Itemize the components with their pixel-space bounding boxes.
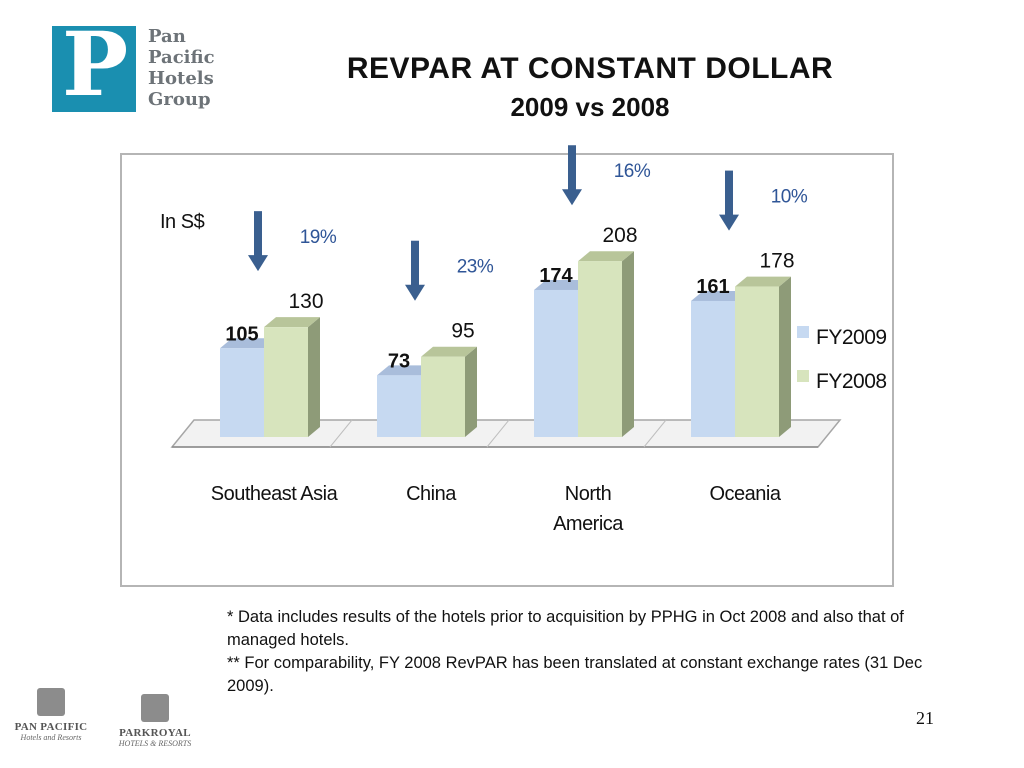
bar-fy2009 [377, 375, 421, 437]
bar-top [534, 279, 590, 290]
down-arrow-head-icon [719, 214, 739, 231]
decline-label: 16% [614, 161, 651, 182]
bar-fy2009 [691, 300, 735, 437]
legend-swatch [797, 326, 809, 338]
footnotes: * Data includes results of the hotels pr… [227, 606, 967, 698]
parkroyal-orchid-icon [141, 694, 169, 722]
data-label: 105 [225, 323, 258, 345]
bar-chart: In S$ 105 130 Southeast Asia 19% 73 95 China 23%… [160, 145, 887, 535]
bar-top [220, 338, 276, 349]
floor-divider [643, 419, 667, 448]
brand-parkroyal: PARKROYAL HOTELS & RESORTS [118, 694, 192, 750]
slide-title: REVPAR AT CONSTANT DOLLAR [346, 52, 834, 85]
unit-label: In S$ [160, 211, 205, 233]
logo-word: Pan [148, 26, 186, 47]
company-logo: P Pan Pacific Hotels Group [50, 20, 220, 116]
bar-side [308, 317, 320, 437]
legend-label: FY2009 [816, 326, 887, 349]
brand-pan-pacific: PAN PACIFIC Hotels and Resorts [14, 688, 88, 750]
page-number: 21 [916, 708, 934, 728]
logo-letter: P [62, 12, 129, 116]
data-label: 95 [451, 320, 474, 343]
legend-swatch [797, 370, 809, 382]
brand-name: PARKROYAL [119, 727, 191, 739]
footnote: ** For comparability, FY 2008 RevPAR has… [227, 654, 923, 695]
bar-fy2009 [534, 289, 578, 437]
bar-top [691, 290, 747, 301]
decline-label: 19% [300, 227, 337, 248]
bar-fy2008 [264, 327, 308, 437]
floor-divider [486, 419, 510, 448]
data-label: 73 [388, 350, 410, 372]
slide-subtitle: 2009 vs 2008 [510, 92, 670, 122]
decline-label: 10% [771, 187, 808, 208]
down-arrow-icon [411, 240, 419, 287]
bar-fy2008 [421, 356, 465, 437]
pan-pacific-tower-icon [37, 688, 65, 716]
data-label: 161 [696, 276, 729, 298]
legend-label: FY2008 [816, 370, 887, 393]
data-label: 174 [539, 265, 573, 287]
chart-frame [120, 153, 894, 587]
logo-wordmark: Pan Pacific Hotels Group [148, 26, 215, 110]
bar-top [421, 346, 477, 357]
data-label: 178 [759, 250, 794, 273]
category-label: Southeast Asia [211, 483, 339, 505]
category-label: America [553, 513, 624, 535]
logo-word: Group [148, 89, 211, 110]
down-arrow-head-icon [405, 284, 425, 301]
down-arrow-icon [254, 211, 262, 258]
bar-top [735, 276, 791, 287]
bar-top [578, 251, 634, 262]
bar-top [264, 317, 320, 328]
footnote: * Data includes results of the hotels pr… [227, 608, 904, 649]
brand-name: PAN PACIFIC [14, 721, 88, 733]
data-label: 208 [602, 224, 637, 247]
bar-fy2008 [578, 261, 622, 437]
decline-label: 23% [457, 257, 494, 278]
down-arrow-icon [725, 170, 733, 217]
logo-word: Hotels [148, 68, 214, 89]
bar-fy2008 [735, 286, 779, 437]
down-arrow-icon [568, 145, 576, 192]
brand-tagline: HOTELS & RESORTS [118, 739, 192, 748]
data-label: 130 [288, 290, 323, 313]
logo-word: Pacific [148, 47, 215, 68]
bar-side [622, 251, 634, 437]
bar-fy2009 [220, 348, 264, 437]
bar-side [465, 346, 477, 437]
bar-side [779, 276, 791, 437]
category-label: China [406, 483, 457, 505]
category-label: North [565, 483, 611, 505]
category-label: Oceania [710, 483, 782, 505]
logo-mark: P [52, 20, 136, 112]
down-arrow-head-icon [248, 255, 268, 272]
bar-top [377, 365, 433, 376]
brand-tagline: Hotels and Resorts [20, 733, 82, 742]
down-arrow-head-icon [562, 189, 582, 206]
floor-divider [329, 419, 353, 448]
